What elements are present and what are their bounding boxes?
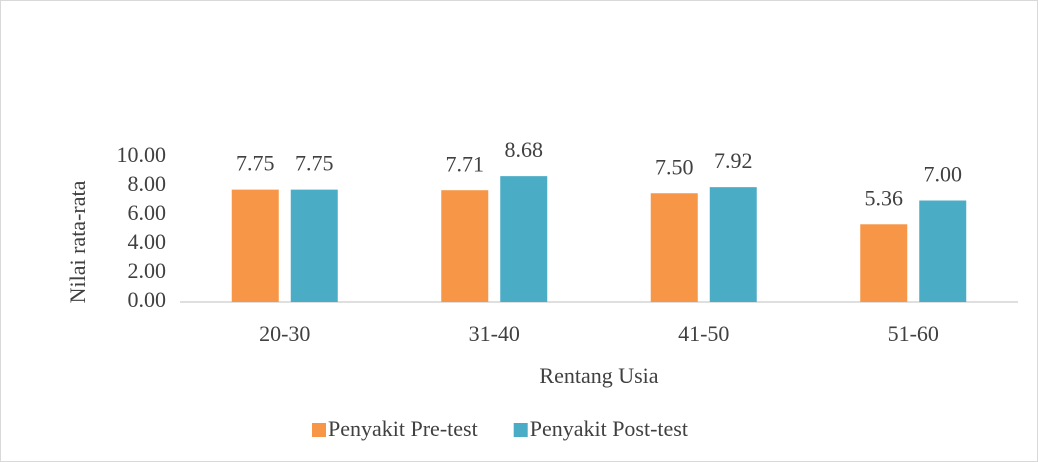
bar — [709, 187, 757, 302]
value-label: 5.36 — [865, 185, 904, 210]
value-label: 7.00 — [924, 162, 963, 187]
value-label: 7.50 — [655, 154, 694, 179]
bar — [650, 193, 698, 302]
x-tick-label: 31-40 — [469, 321, 520, 346]
value-label: 7.92 — [714, 148, 753, 173]
value-label: 7.71 — [446, 151, 485, 176]
bar — [441, 190, 489, 302]
legend-label: Penyakit Pre-test — [328, 416, 478, 441]
y-tick-label: 8.00 — [128, 171, 167, 196]
x-tick-label: 41-50 — [678, 321, 729, 346]
y-tick-label: 10.00 — [117, 142, 167, 167]
value-label: 8.68 — [505, 137, 544, 162]
bar — [860, 224, 908, 302]
legend-swatch — [312, 423, 326, 437]
y-tick-label: 6.00 — [128, 200, 167, 225]
bar — [919, 200, 967, 302]
y-tick-label: 4.00 — [128, 229, 167, 254]
x-axis-label: Rentang Usia — [539, 363, 658, 388]
y-tick-label: 2.00 — [128, 258, 167, 283]
legend-label: Penyakit Post-test — [530, 416, 688, 441]
bar — [290, 189, 338, 302]
y-tick-label: 0.00 — [128, 287, 167, 312]
value-label: 7.75 — [236, 151, 275, 176]
bar — [500, 176, 548, 302]
x-tick-label: 20-30 — [259, 321, 310, 346]
x-tick-label: 51-60 — [888, 321, 939, 346]
bar — [231, 189, 279, 302]
legend-swatch — [513, 423, 528, 437]
value-label: 7.75 — [295, 151, 334, 176]
y-axis-label: Nilai rata-rata — [65, 180, 90, 303]
